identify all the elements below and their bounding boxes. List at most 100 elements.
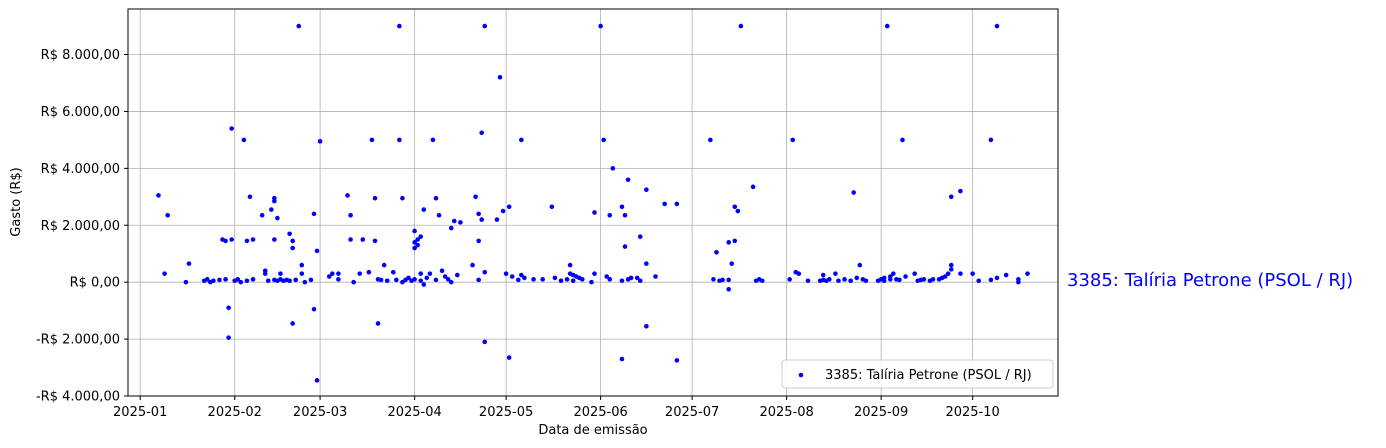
data-point — [473, 194, 478, 200]
data-point — [412, 228, 417, 234]
data-point — [360, 237, 366, 242]
y-tick-label: -R$ 4.000,00 — [36, 390, 120, 405]
data-point — [482, 339, 488, 345]
data-point — [827, 277, 832, 282]
data-point — [854, 275, 860, 281]
data-point — [714, 250, 719, 255]
data-point — [427, 271, 433, 276]
data-point — [372, 195, 378, 201]
data-point — [619, 278, 625, 284]
data-point — [619, 204, 625, 210]
data-point — [372, 238, 378, 244]
data-point — [522, 275, 527, 281]
data-point — [451, 218, 457, 224]
data-point — [592, 271, 597, 276]
data-point — [912, 271, 917, 276]
data-point — [470, 262, 475, 268]
data-point — [262, 271, 268, 276]
y-axis-ticks: -R$ 4.000,00 -R$ 2.000,00 R$ 0,00 R$ 2.000,… — [36, 48, 128, 405]
data-point — [711, 277, 716, 282]
data-point — [900, 137, 905, 143]
data-point — [272, 237, 277, 242]
data-point — [445, 277, 451, 282]
data-point — [637, 234, 643, 239]
x-axis-label: Data de emissão — [538, 423, 647, 438]
data-point — [448, 225, 454, 231]
data-point — [494, 217, 500, 222]
data-point — [903, 274, 908, 279]
data-point — [604, 274, 610, 279]
data-point — [238, 279, 244, 285]
data-point — [976, 278, 982, 284]
data-point — [156, 193, 161, 198]
data-point — [607, 213, 613, 218]
data-point — [619, 356, 625, 362]
data-point — [958, 188, 963, 194]
data-point — [842, 277, 847, 282]
x-tick-label: 2025-03 — [293, 405, 347, 420]
data-point — [958, 271, 963, 276]
data-point — [942, 274, 948, 279]
data-point — [290, 238, 295, 244]
data-point — [884, 23, 890, 29]
data-point — [326, 274, 332, 279]
series-side-label: 3385: Talíria Petrone (PSOL / RJ) — [1067, 270, 1353, 291]
data-point — [720, 277, 725, 283]
legend-label: 3385: Talíria Petrone (PSOL / RJ) — [825, 368, 1032, 383]
data-point — [479, 217, 485, 222]
data-point — [186, 261, 192, 266]
data-point — [881, 278, 887, 284]
data-point — [162, 271, 167, 276]
data-point — [607, 277, 613, 282]
data-point — [241, 137, 247, 143]
data-point — [653, 274, 658, 279]
data-point — [921, 277, 927, 282]
data-point — [369, 137, 375, 143]
data-point — [412, 240, 417, 245]
data-point — [970, 271, 975, 276]
data-point — [406, 275, 411, 281]
data-point — [250, 237, 256, 242]
legend-box — [781, 359, 1054, 389]
data-point — [223, 238, 228, 244]
data-point — [503, 271, 509, 276]
data-point — [598, 23, 603, 29]
data-point — [308, 277, 314, 283]
data-point — [226, 335, 231, 340]
data-point — [637, 278, 643, 284]
data-point — [348, 237, 353, 242]
y-tick-label: -R$ 2.000,00 — [36, 333, 120, 348]
data-point — [336, 271, 341, 276]
data-point — [290, 245, 295, 251]
data-point — [311, 306, 317, 312]
data-point — [394, 277, 399, 283]
data-point — [1025, 271, 1030, 276]
data-point — [729, 261, 735, 266]
data-point — [165, 213, 170, 218]
data-point — [848, 278, 853, 284]
data-point — [1016, 279, 1021, 285]
legend-marker — [798, 372, 804, 378]
data-point — [732, 204, 738, 210]
x-tick-label: 2025-01 — [113, 405, 167, 420]
data-point — [226, 305, 231, 311]
data-point — [930, 277, 936, 282]
data-point — [412, 245, 417, 251]
data-point — [247, 194, 253, 200]
data-point — [482, 269, 488, 275]
data-point — [988, 277, 994, 283]
data-point — [314, 378, 320, 383]
data-point — [400, 195, 405, 201]
data-point — [564, 277, 570, 282]
data-point — [287, 278, 292, 284]
data-point — [287, 231, 292, 237]
data-point — [805, 278, 811, 284]
data-point — [436, 213, 442, 218]
data-point — [570, 278, 576, 284]
data-point — [415, 237, 420, 242]
data-point — [217, 277, 222, 283]
data-point — [183, 279, 189, 285]
y-axis-label: Gasto (R$) — [9, 167, 24, 236]
data-point — [476, 277, 481, 283]
